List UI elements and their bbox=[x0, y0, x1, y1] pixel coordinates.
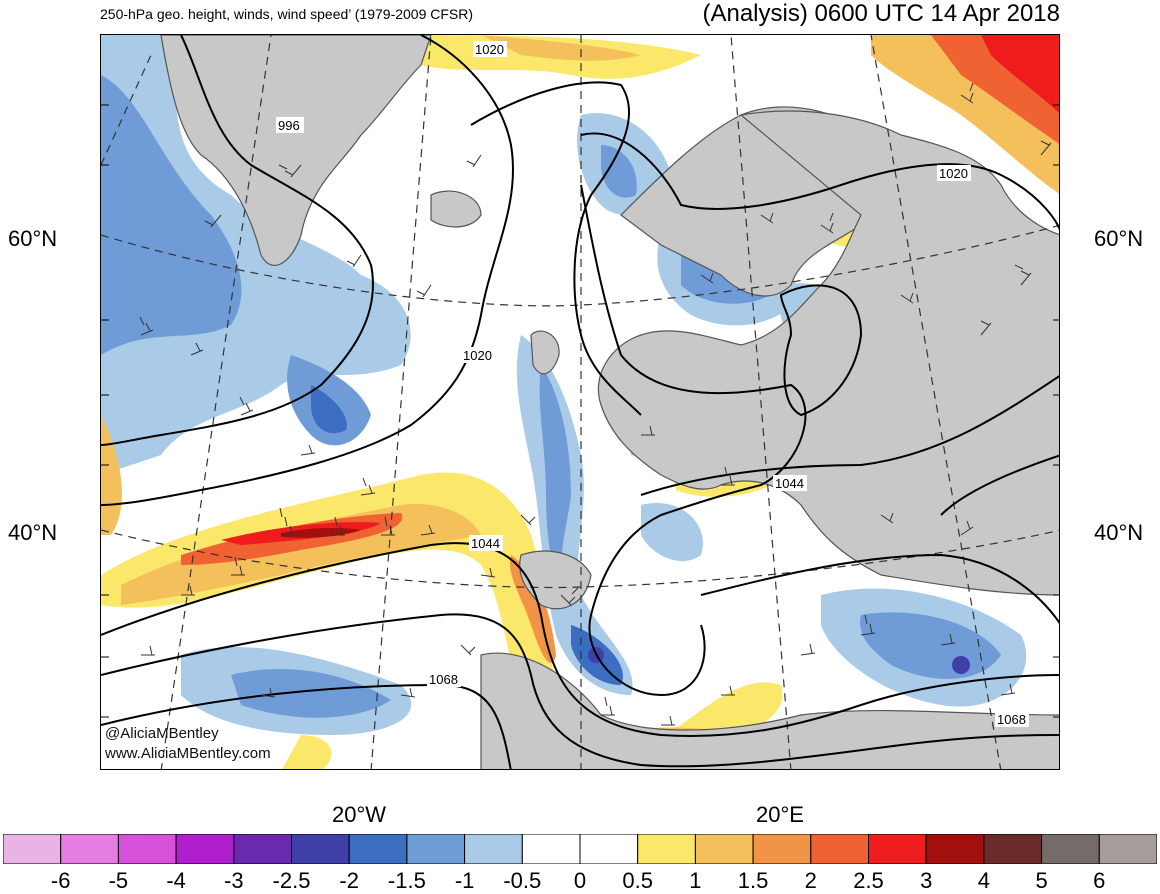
contour-labels: 1020 996 1020 1020 1044 1044 1068 1068 bbox=[276, 41, 1029, 727]
lat-label-40n-right: 40°N bbox=[1094, 520, 1144, 545]
colorbar-tick-label: -3 bbox=[224, 868, 244, 893]
land-masses bbox=[160, 35, 1059, 769]
colorbar-tick-label: 1 bbox=[689, 868, 702, 893]
credit-website: www.AliciaMBentley.com bbox=[105, 745, 271, 762]
colorbar-swatch bbox=[406, 834, 466, 864]
edge-ticks bbox=[101, 104, 1059, 718]
credit-handle: @AliciaMBentley bbox=[105, 725, 219, 742]
lat-label-60n-left: 60°N bbox=[8, 226, 58, 251]
contour-label: 996 bbox=[278, 118, 300, 133]
colorbar-swatch bbox=[868, 834, 927, 864]
colorbar-tick-label: 2 bbox=[804, 868, 817, 893]
colorbar-swatch bbox=[810, 834, 869, 864]
colorbar-swatch bbox=[752, 834, 812, 864]
contour-label: 1044 bbox=[775, 476, 804, 491]
colorbar-tick-label: -1.5 bbox=[387, 868, 426, 893]
greenland bbox=[160, 35, 432, 266]
colorbar-swatch bbox=[233, 834, 293, 864]
colorbar-tick-label: -2.5 bbox=[272, 868, 311, 893]
colorbar-swatch bbox=[1098, 834, 1157, 864]
colorbar-swatch bbox=[60, 834, 119, 864]
colorbar-swatch bbox=[117, 834, 177, 864]
colorbar-tick-label: -2 bbox=[339, 868, 359, 893]
wind-barbs bbox=[139, 82, 1052, 726]
contour-label: 1068 bbox=[429, 672, 458, 687]
colorbar-swatch bbox=[521, 834, 581, 864]
chart-title-right: (Analysis) 0600 UTC 14 Apr 2018 bbox=[702, 0, 1060, 27]
contour-label: 1068 bbox=[997, 712, 1026, 727]
colorbar-tick-label: 2.5 bbox=[853, 868, 884, 893]
colorbar-swatch bbox=[579, 834, 639, 864]
iceland bbox=[430, 190, 482, 228]
colorbar-swatch bbox=[175, 834, 235, 864]
colorbar-tick-label: -5 bbox=[108, 868, 129, 893]
colorbar-tick-label: 3 bbox=[920, 868, 933, 893]
graticule bbox=[101, 35, 1059, 769]
map-svg: 1020 996 1020 1020 1044 1044 1068 1068 bbox=[101, 35, 1059, 769]
british-isles bbox=[530, 330, 560, 375]
colorbar-swatch bbox=[925, 834, 985, 864]
colorbar-tick-label: -1 bbox=[454, 868, 475, 893]
colorbar-tick-label: 4 bbox=[977, 868, 991, 893]
colorbar-tick-label: -4 bbox=[166, 868, 186, 893]
contour-label: 1020 bbox=[475, 42, 504, 57]
colorbar-tick-label: -0.5 bbox=[503, 868, 542, 893]
lon-label-20w: 20°W bbox=[332, 802, 387, 827]
colorbar-labels: -6 -5 -4 -3 -2.5 -2 -1.5 -1 -0.5 0 0.5 1 1.5 2 2.5 3 4 5 6 bbox=[0, 868, 1160, 893]
colorbar-tick-label: 1.5 bbox=[737, 868, 769, 893]
colorbar bbox=[3, 834, 1157, 864]
colorbar-swatch bbox=[1041, 834, 1100, 864]
lat-label-60n-right: 60°N bbox=[1094, 226, 1144, 251]
lat-label-40n-left: 40°N bbox=[8, 520, 58, 545]
iberia bbox=[519, 550, 592, 610]
contour-label: 1020 bbox=[463, 348, 492, 363]
colorbar-swatch bbox=[637, 834, 696, 864]
colorbar-tick-label: 0.5 bbox=[622, 868, 653, 893]
contour-label: 1044 bbox=[471, 536, 500, 551]
colorbar-tick-label: 0 bbox=[573, 868, 587, 893]
colorbar-tick-label: 5 bbox=[1035, 868, 1048, 893]
colorbar-tick-label: 6 bbox=[1093, 868, 1106, 893]
colorbar-swatch bbox=[291, 834, 350, 864]
chart-title-left: 250-hPa geo. height, winds, wind speed’ … bbox=[100, 6, 474, 22]
map-panel: 1020 996 1020 1020 1044 1044 1068 1068 bbox=[100, 34, 1060, 770]
lon-label-20e: 20°E bbox=[756, 802, 804, 827]
height-contours bbox=[101, 35, 1059, 769]
contour-label: 1020 bbox=[939, 166, 968, 181]
europe-russia bbox=[597, 110, 1059, 596]
colorbar-swatch bbox=[694, 834, 754, 864]
colorbar-swatch bbox=[983, 834, 1043, 864]
colorbar-swatch bbox=[464, 834, 523, 864]
colorbar-tick-label: -6 bbox=[50, 868, 71, 893]
colorbar-swatch bbox=[348, 834, 408, 864]
colorbar-swatch bbox=[3, 834, 62, 864]
